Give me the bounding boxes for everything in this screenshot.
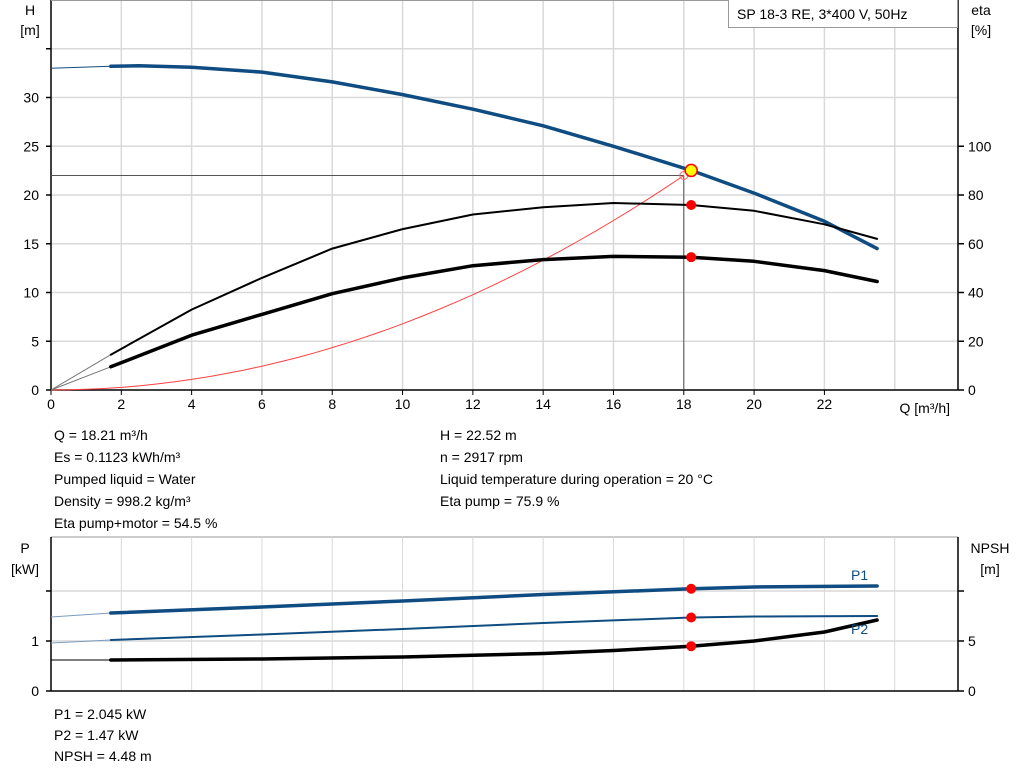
x-tick-label: 4 [188,396,196,412]
y-tick-label-right: 20 [968,333,984,349]
y2-axis-unit-right: [m] [980,561,999,577]
info-eta-pump: Eta pump = 75.9 % [440,493,560,509]
x-tick-label: 12 [465,396,481,412]
y-tick-label-right: 80 [968,187,984,203]
y-axis-unit-right: [%] [971,22,991,38]
info-eta-pump-motor: Eta pump+motor = 54.5 % [54,515,218,531]
info-p1: P1 = 2.045 kW [54,706,147,722]
y2-axis-unit-left: [kW] [11,561,39,577]
y-tick-label-left: 30 [23,90,39,106]
info-bottom: P1 = 2.045 kW P2 = 1.47 kW NPSH = 4.48 m [54,704,152,767]
y2-axis-label-left: P [20,540,29,556]
p1-curve-label: P1 [851,567,868,583]
x-tick-label: 0 [47,396,55,412]
y-tick-label-left: 15 [23,236,39,252]
y-tick-label-right: 60 [968,236,984,252]
y-axis-label-left: H [25,2,35,18]
duty-point-marker [684,163,698,178]
x-tick-label: 8 [328,396,336,412]
info-density: Density = 998.2 kg/m³ [54,493,191,509]
p2-curve-label: P2 [851,621,868,637]
x-tick-label: 2 [117,396,125,412]
y-tick-label-left: 20 [23,187,39,203]
curve-P2-extrapolated [50,639,111,644]
curve-H-extrapolated [50,65,111,69]
p1-duty-point [686,583,697,594]
info-left: Q = 18.21 m³/h Es = 0.1123 kWh/m³ Pumped… [54,424,217,534]
system-curve [50,175,685,391]
y2-axis-label-right: NPSH [971,540,1010,556]
info-h: H = 22.52 m [440,427,517,443]
y-axis-label-right: eta [971,2,991,18]
eta-pump-motor-duty-point [686,252,697,263]
x-tick-label: 6 [258,396,266,412]
y-tick-label-left: 0 [31,382,39,398]
x-tick-label: 10 [395,396,411,412]
y-tick-label-right: 0 [968,382,976,398]
info-temp: Liquid temperature during operation = 20… [440,471,713,487]
y-tick-label-right: 40 [968,285,984,301]
curve-NPSH [109,618,879,662]
y-tick-label-left: 25 [23,138,39,154]
y2-tick-label-left: 0 [31,683,39,699]
curve-eta_pump-extrapolated [50,354,112,391]
eta-pump-duty-point [686,199,697,210]
curve-P2 [109,615,879,641]
x-tick-label: 18 [676,396,692,412]
x-tick-label: 14 [535,396,551,412]
curve-eta_pump_motor-extrapolated [50,366,111,391]
x-axis-label: Q [m³/h] [899,400,950,416]
y2-tick-label-left: 1 [31,633,39,649]
info-q: Q = 18.21 m³/h [54,427,148,443]
info-npsh: NPSH = 4.48 m [54,748,152,764]
info-right: H = 22.52 m n = 2917 rpm Liquid temperat… [440,424,713,512]
curve-eta_pump_motor [109,254,879,369]
info-n: n = 2917 rpm [440,449,523,465]
y-tick-label-right: 100 [968,138,992,154]
y2-tick-label-right: 5 [968,633,976,649]
y-tick-label-left: 5 [31,333,39,349]
y-tick-label-left: 10 [23,285,39,301]
info-es: Es = 0.1123 kWh/m³ [54,449,181,465]
y-axis-unit-left: [m] [20,22,39,38]
curve-P1-extrapolated [50,612,111,618]
x-tick-label: 22 [817,396,833,412]
info-liquid: Pumped liquid = Water [54,471,196,487]
p2-duty-point [686,612,697,623]
x-tick-label: 16 [606,396,622,412]
chart-title-box: SP 18-3 RE, 3*400 V, 50Hz [728,0,958,28]
info-p2: P2 = 1.47 kW [54,727,139,743]
y2-tick-label-right: 0 [968,683,976,699]
curve-H [109,64,879,251]
chart-title: SP 18-3 RE, 3*400 V, 50Hz [737,6,908,22]
curve-P1 [109,584,879,615]
npsh-duty-point [686,641,697,652]
x-tick-label: 20 [746,396,762,412]
curve-eta_pump [109,202,879,356]
